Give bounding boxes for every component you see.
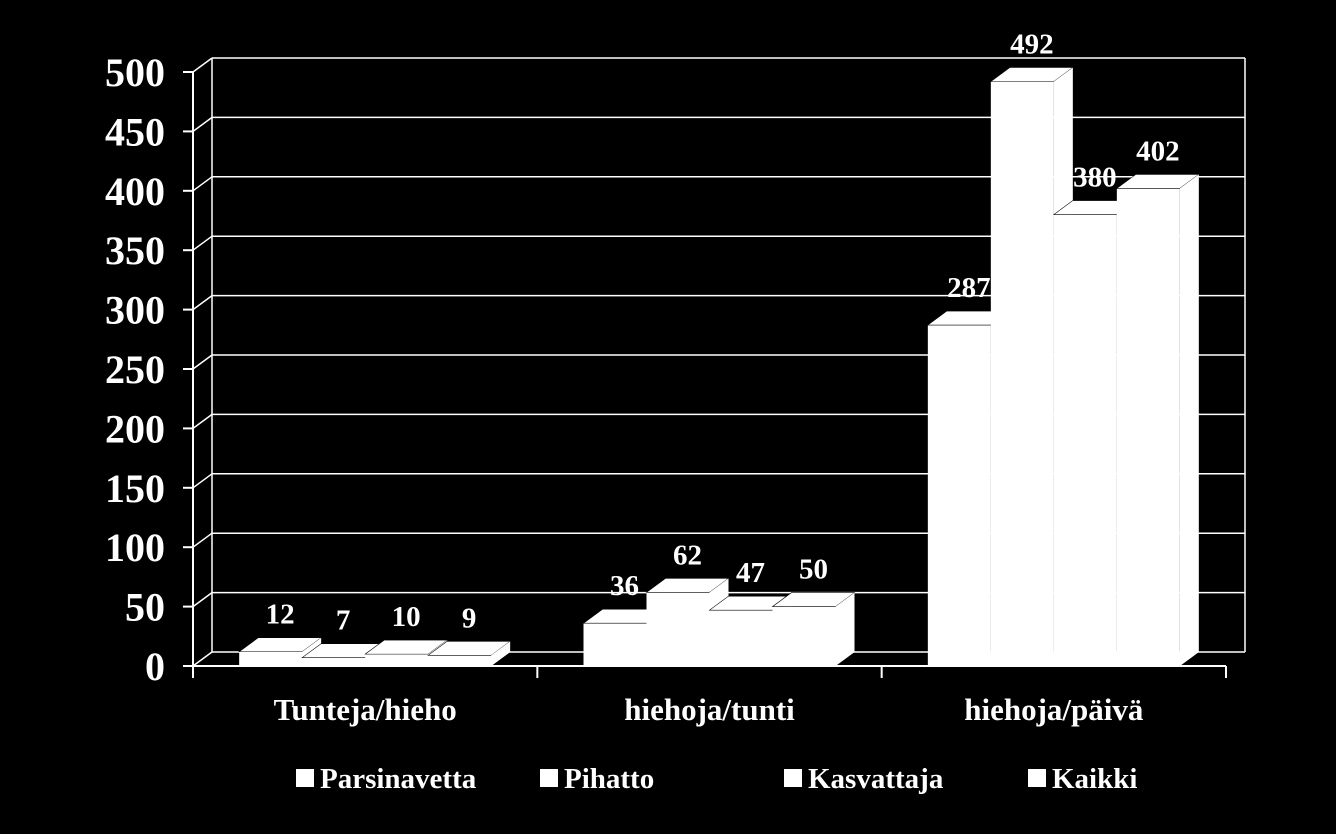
gridline-side [192,532,213,548]
data-label: 492 [1010,29,1054,61]
data-label: 402 [1136,135,1180,167]
y-tick-label: 200 [105,406,165,451]
legend-swatch [1028,769,1046,787]
bar [583,623,647,666]
y-tick-label: 300 [105,288,165,333]
gridline-side [192,591,213,608]
gridline-side [192,413,213,430]
bar [1116,188,1180,666]
bar-side [835,592,855,666]
legend-label: Parsinavetta [320,763,477,795]
bar-side [491,641,511,666]
data-label: 50 [799,554,828,586]
y-tick-label: 150 [105,466,165,511]
y-tick-label: 100 [105,525,165,570]
data-labels: 12 7 10 9 36 62 47 50 287 492 380 402 [266,29,1180,637]
bar [428,655,492,666]
data-label: 47 [736,557,765,589]
legend-label: Kasvattaja [808,763,944,795]
y-tick-label: 50 [125,585,165,630]
y-tick-label: 500 [105,50,165,95]
legend-label: Kaikki [1052,763,1137,795]
y-tick-label: 450 [105,109,165,154]
gridline-side [192,57,213,73]
y-tick-label: 0 [145,644,165,689]
data-label: 12 [266,599,295,631]
y-tick-label: 350 [105,228,165,273]
gridline-side [192,473,213,489]
bars [238,67,1200,666]
legend-label: Pihatto [564,763,654,795]
bar [1053,214,1117,666]
bar [646,592,710,666]
category-labels: Tunteja/hieho hiehoja/tunti hiehoja/päivä [274,692,1144,727]
bar [365,654,429,666]
bar [772,606,836,666]
data-label: 7 [336,605,351,637]
bar [990,81,1054,666]
bar [302,657,366,666]
gridline-side [192,294,213,311]
bar-side [1179,174,1199,666]
category-label: hiehoja/päivä [964,692,1144,727]
gridline-side [192,354,213,370]
bar [709,610,773,666]
legend-swatch [540,769,558,787]
legend: Parsinavetta Pihatto Kasvattaja Kaikki [296,763,1137,795]
y-tick-label: 250 [105,347,165,392]
data-label: 10 [392,601,421,633]
legend-swatch [296,769,314,787]
bar [239,651,303,666]
category-label: Tunteja/hieho [274,692,457,727]
data-label: 9 [462,602,477,634]
gridline-side [192,176,213,192]
data-label: 380 [1073,162,1117,194]
data-label: 36 [610,570,639,602]
data-label: 287 [947,272,991,304]
gridline-side [192,651,213,667]
bar [927,325,991,666]
gridline-side [192,235,213,251]
gridline-side [192,116,213,133]
category-label: hiehoja/tunti [624,692,795,727]
y-tick-label: 400 [105,169,165,214]
legend-swatch [784,769,802,787]
data-label: 62 [673,539,702,571]
y-tick-labels: 0 50 100 150 200 250 300 350 400 450 500 [105,50,165,689]
